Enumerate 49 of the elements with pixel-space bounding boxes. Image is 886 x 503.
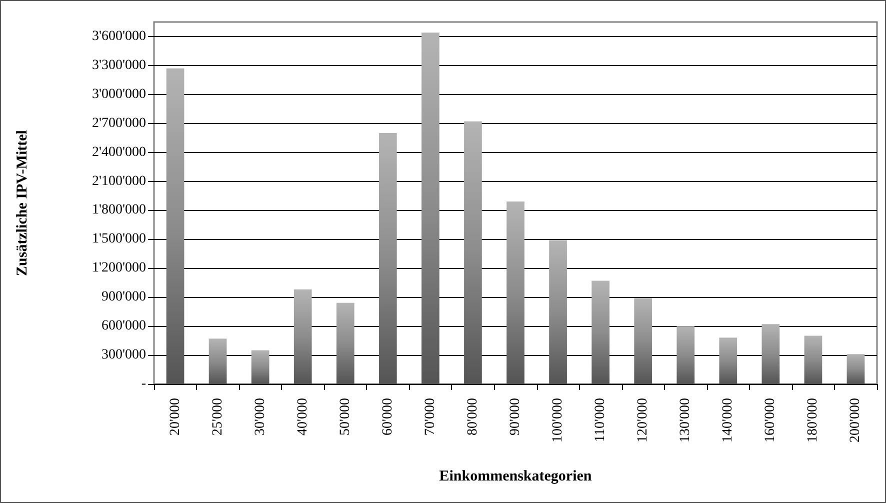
x-tick-label: 120'000 xyxy=(636,398,651,443)
bar xyxy=(166,68,184,384)
bar xyxy=(549,240,567,384)
y-tick-label: 1'500'000 xyxy=(92,232,146,247)
x-tick-label: 40'000 xyxy=(295,398,310,436)
bar xyxy=(464,121,482,384)
y-tick-label: 1'200'000 xyxy=(92,260,146,276)
x-tick-label: 100'000 xyxy=(550,398,566,443)
bar xyxy=(422,32,440,384)
y-tick-label: 600'000 xyxy=(101,318,146,334)
y-tick-label: - xyxy=(141,376,146,392)
y-tick-label: 3'300'000 xyxy=(92,58,146,73)
y-tick-label: 2'700'000 xyxy=(92,116,146,131)
bar xyxy=(804,336,822,384)
x-tick-label: 200'000 xyxy=(848,398,864,443)
bar xyxy=(846,354,865,384)
y-tick-label: 900'000 xyxy=(101,290,146,305)
x-axis-title: Einkommenskategorien xyxy=(439,468,592,484)
x-tick-label: 180'000 xyxy=(806,398,821,443)
bar xyxy=(378,133,397,384)
y-tick-label: 300'000 xyxy=(101,348,146,363)
bar xyxy=(506,202,524,384)
bar xyxy=(676,326,695,384)
bar xyxy=(634,298,652,384)
bar xyxy=(208,338,227,384)
x-tick-label: 60'000 xyxy=(380,398,396,436)
x-tick-label: 25'000 xyxy=(210,398,226,436)
y-tick-label: 1'800'000 xyxy=(92,202,146,218)
bar xyxy=(719,338,738,384)
x-tick-label: 50'000 xyxy=(338,398,353,436)
x-tick-label: 70'000 xyxy=(422,398,438,436)
bar xyxy=(251,350,270,384)
bar xyxy=(294,289,312,384)
x-tick-label: 160'000 xyxy=(763,398,778,443)
bar xyxy=(592,280,610,384)
x-tick-label: 130'000 xyxy=(678,398,694,443)
x-tick-label: 80'000 xyxy=(465,398,480,436)
x-tick-label: 30'000 xyxy=(252,398,268,436)
y-axis-title: Zusätzliche IPV-Mittel xyxy=(14,130,30,276)
y-tick-label: 2'400'000 xyxy=(92,144,146,160)
x-tick-label: 110'000 xyxy=(593,398,608,442)
y-tick-label: 3'000'000 xyxy=(92,86,146,102)
x-tick-label: 140'000 xyxy=(720,398,736,443)
x-tick-label: 20'000 xyxy=(168,398,183,436)
bar xyxy=(762,324,780,384)
y-tick-label: 2'100'000 xyxy=(92,174,146,189)
y-tick-label: 3'600'000 xyxy=(92,28,146,44)
x-tick-label: 90'000 xyxy=(508,398,523,436)
bar xyxy=(336,302,354,384)
